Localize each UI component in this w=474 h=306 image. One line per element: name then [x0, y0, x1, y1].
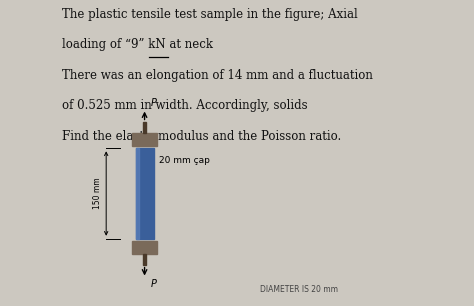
Bar [132, 133, 157, 146]
Text: There was an elongation of 14 mm and a fluctuation: There was an elongation of 14 mm and a f… [62, 69, 373, 82]
Bar [143, 122, 146, 133]
Bar [132, 241, 157, 254]
Text: The plastic tensile test sample in the figure; Axial: The plastic tensile test sample in the f… [62, 8, 357, 21]
Text: DIAMETER IS 20 mm: DIAMETER IS 20 mm [260, 285, 337, 294]
Text: 20 mm çap: 20 mm çap [159, 156, 210, 165]
Text: P: P [150, 98, 156, 108]
Text: Find the elastic modulus and the Poisson ratio.: Find the elastic modulus and the Poisson… [62, 130, 341, 143]
Bar [136, 148, 139, 239]
Text: loading of “9” kN at neck: loading of “9” kN at neck [62, 38, 213, 51]
Bar [143, 254, 146, 265]
Text: P: P [150, 279, 156, 289]
Text: 150 mm: 150 mm [93, 178, 102, 209]
Bar [136, 148, 154, 239]
Text: of 0.525 mm in width. Accordingly, solids: of 0.525 mm in width. Accordingly, solid… [62, 99, 307, 112]
